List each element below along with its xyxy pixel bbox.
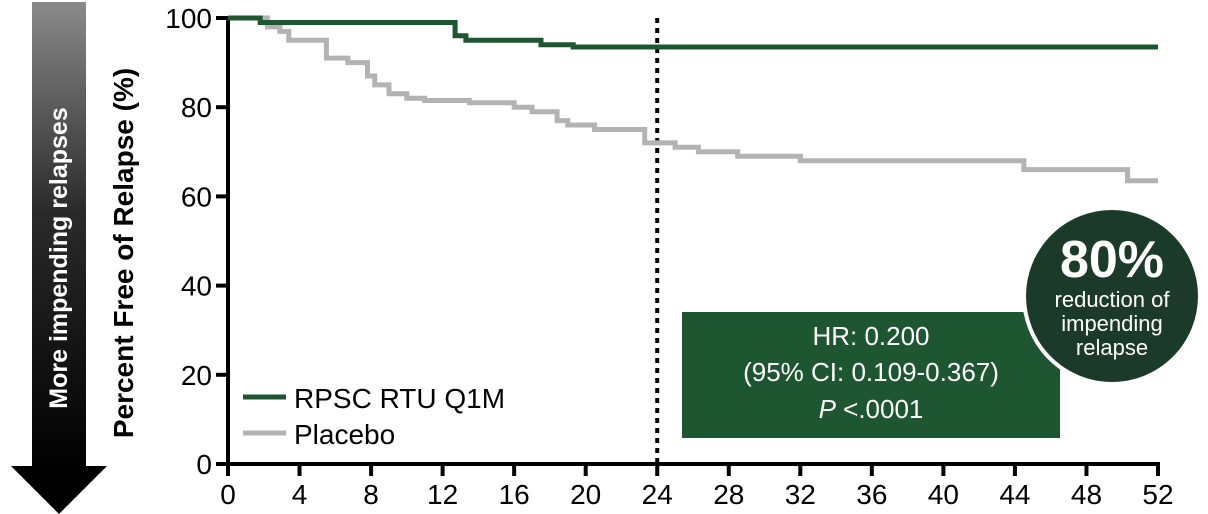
reduction-badge-line2: impending: [1061, 311, 1163, 336]
x-tick-label: 12: [427, 479, 458, 510]
x-tick-label: 0: [220, 479, 236, 510]
x-tick-label: 16: [499, 479, 530, 510]
side-arrow-label: More impending relapses: [45, 107, 73, 408]
x-tick-label: 52: [1142, 479, 1173, 510]
side-arrow-shaft: [32, 2, 86, 472]
series-layer: [228, 15, 1158, 184]
y-tick-label: 0: [196, 449, 212, 480]
p-symbol: P: [819, 394, 837, 424]
reduction-badge-line1: reduction of: [1055, 287, 1171, 312]
x-tick-label: 44: [999, 479, 1030, 510]
series-line-rpsc-rtu-q1m: [228, 15, 1158, 50]
x-tick-label: 4: [292, 479, 308, 510]
x-tick-label: 36: [856, 479, 887, 510]
x-tick-label: 8: [363, 479, 379, 510]
y-axis-label: Percent Free of Relapse (%): [108, 68, 139, 438]
legend-label-placebo: Placebo: [294, 419, 395, 450]
side-arrow-head: [11, 466, 107, 514]
y-axis-ticks: 0 20 40 60 80 100: [165, 3, 228, 480]
p-number: <.0001: [836, 394, 923, 424]
x-tick-label: 40: [928, 479, 959, 510]
reduction-badge-circle: [1022, 206, 1202, 386]
legend-label-rpsc: RPSC RTU Q1M: [294, 383, 505, 414]
y-tick-label: 60: [181, 181, 212, 212]
side-arrow: More impending relapses: [11, 2, 107, 514]
y-tick-label: 40: [181, 271, 212, 302]
x-tick-label: 32: [785, 479, 816, 510]
hr-annotation: HR: 0.200 (95% CI: 0.109-0.367) P <.0001: [682, 312, 1060, 438]
x-tick-label: 48: [1071, 479, 1102, 510]
x-tick-label: 20: [570, 479, 601, 510]
legend: RPSC RTU Q1M Placebo: [243, 383, 505, 450]
y-tick-label: 80: [181, 92, 212, 123]
series-line-placebo: [228, 15, 1158, 184]
hr-p-value: P <.0001: [819, 394, 924, 424]
x-tick-label: 28: [713, 479, 744, 510]
reduction-badge: 80% reduction of impending relapse: [1022, 206, 1202, 386]
reduction-badge-line3: relapse: [1076, 335, 1148, 360]
y-tick-label: 100: [165, 3, 212, 34]
hr-value: HR: 0.200: [812, 321, 929, 351]
x-axis-ticks: 0 4 8 12 16 20 24 28 32 36 40 44 48 52: [220, 464, 1174, 510]
hr-annotation-box: [682, 312, 1060, 438]
reduction-badge-value: 80%: [1060, 231, 1164, 289]
hr-ci: (95% CI: 0.109-0.367): [743, 357, 999, 387]
x-tick-label: 24: [642, 479, 673, 510]
y-tick-label: 20: [181, 360, 212, 391]
